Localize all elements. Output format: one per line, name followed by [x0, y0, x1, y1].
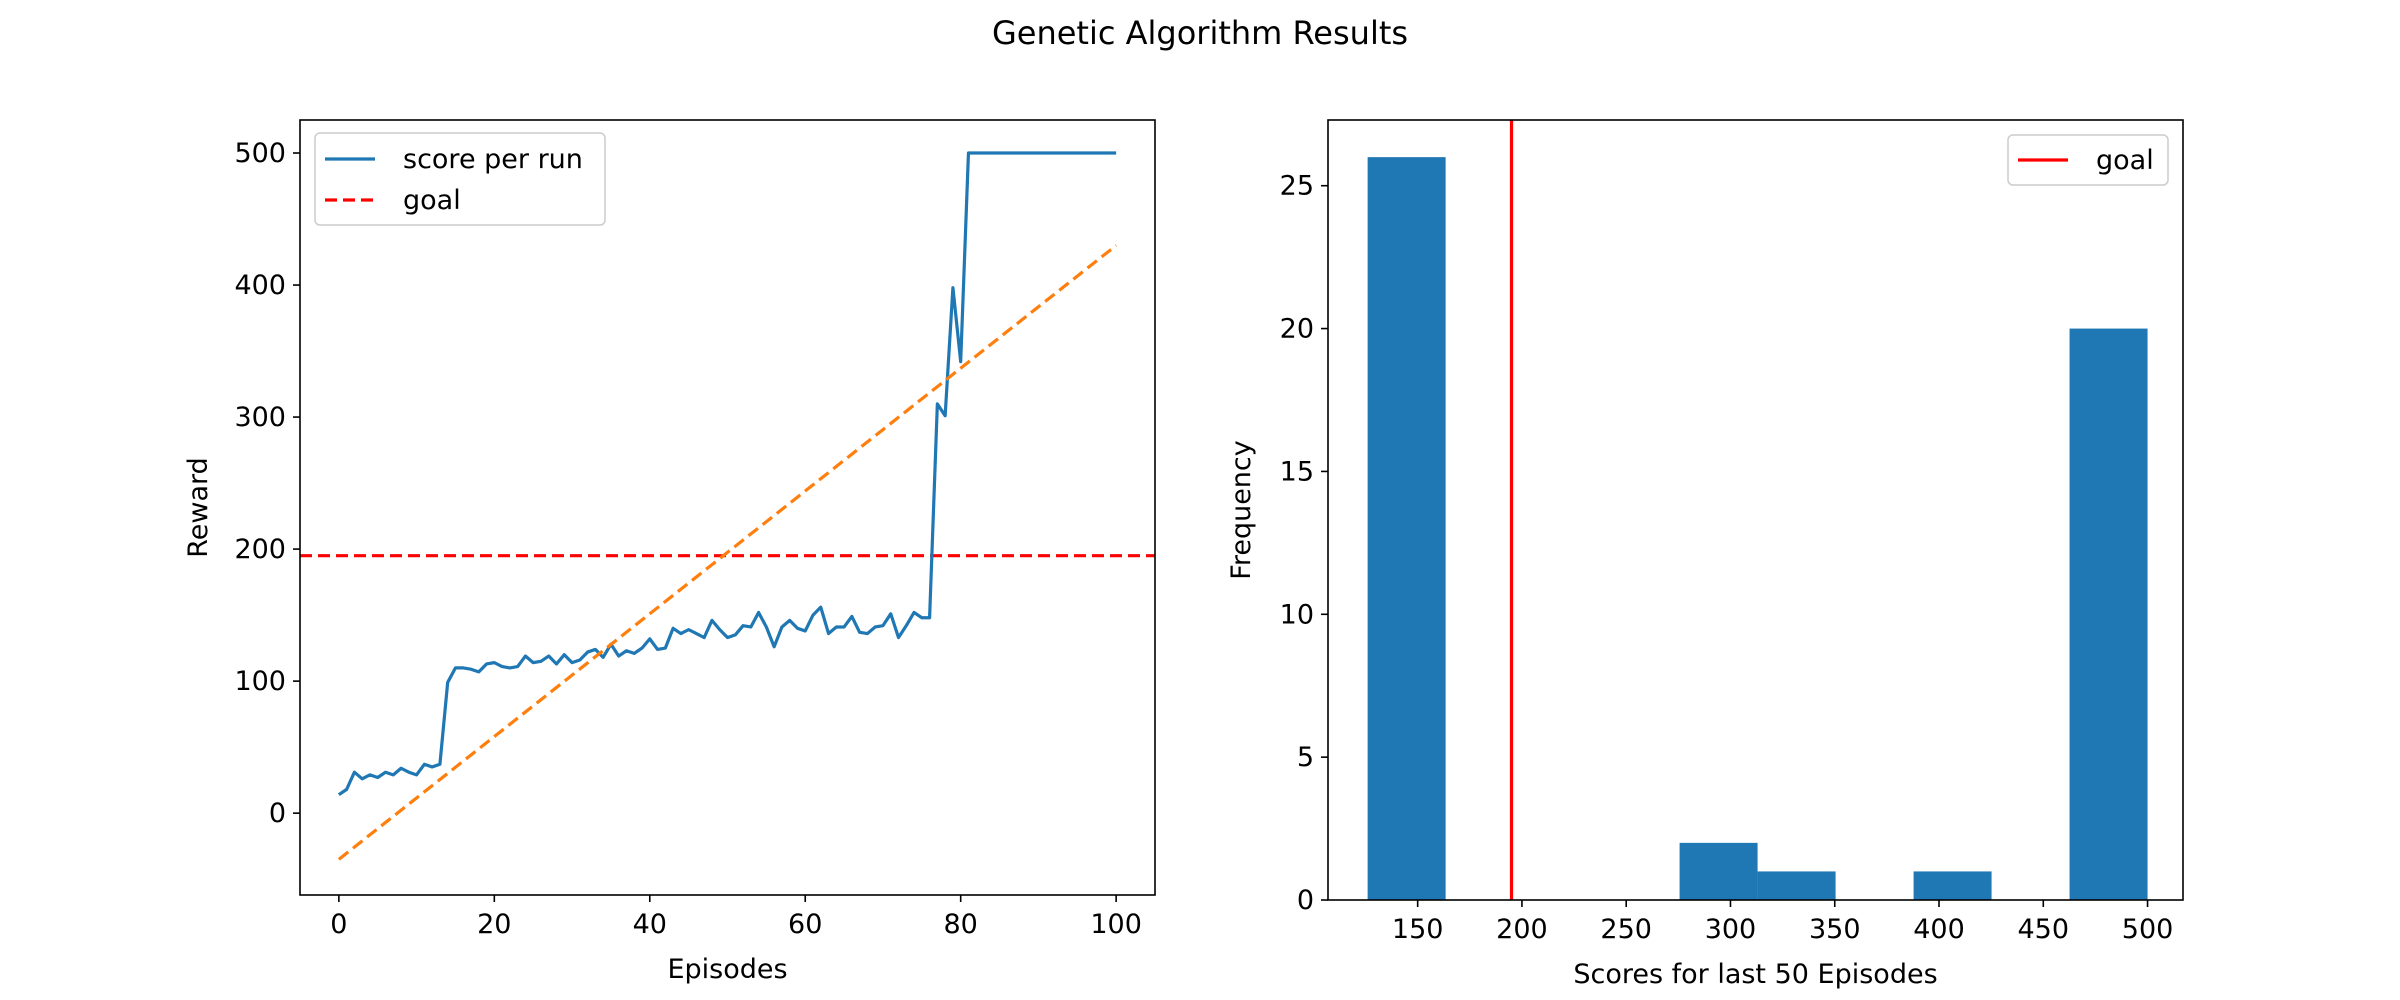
line-chart-y-tick-label: 400 — [234, 270, 286, 301]
histogram-plot-frame — [1327, 119, 2184, 901]
line-chart-y-tick-label: 300 — [234, 402, 286, 433]
histogram-x-tick-label: 500 — [2122, 914, 2174, 945]
histogram-x-tick-label: 150 — [1392, 914, 1444, 945]
line-chart-y-tick-label: 500 — [234, 138, 286, 169]
figure-title: Genetic Algorithm Results — [992, 14, 1408, 52]
histogram-y-tick-label: 0 — [1297, 885, 1314, 916]
line-chart-y-tick-label: 100 — [234, 666, 286, 697]
line-chart-y-axis-label: Reward — [183, 457, 214, 558]
histogram-bar — [1367, 157, 1446, 901]
histogram-y-tick-label: 25 — [1280, 171, 1314, 202]
histogram-y-axis-label: Frequency — [1226, 440, 1257, 580]
line-chart-plot-area — [300, 151, 1155, 861]
histogram-legend-box — [2007, 134, 2169, 186]
histogram-x-tick-label: 250 — [1600, 914, 1652, 945]
trend-line — [337, 244, 1118, 861]
histogram-x-tick-label: 200 — [1496, 914, 1548, 945]
histogram-x-tick-label: 350 — [1809, 914, 1861, 945]
line-chart-plot-frame — [299, 119, 1156, 896]
line-chart-x-axis-label: Episodes — [667, 954, 787, 985]
legend-label-goal: goal — [2096, 145, 2154, 176]
line-chart-legend: score per run goal — [314, 132, 606, 226]
line-chart-x-tick-label: 0 — [330, 909, 347, 940]
line-chart-y-tick-label: 200 — [234, 534, 286, 565]
histogram-y-tick-label: 5 — [1297, 742, 1314, 773]
histogram-y-tick-label: 10 — [1280, 599, 1314, 630]
legend-label-score: score per run — [403, 144, 583, 175]
histogram-y-tick-label: 15 — [1280, 456, 1314, 487]
histogram-bar — [1757, 871, 1836, 900]
score-per-run-line — [337, 151, 1117, 796]
histogram-y-tick-label: 20 — [1280, 314, 1314, 345]
histogram-x-axis-label: Scores for last 50 Episodes — [1573, 959, 1937, 990]
line-chart-x-tick-label: 100 — [1090, 909, 1142, 940]
line-chart-x-tick-label: 60 — [788, 909, 822, 940]
histogram-legend: goal — [2007, 134, 2169, 186]
line-chart-x-tick-label: 40 — [633, 909, 667, 940]
line-chart-y-tick-label: 0 — [269, 798, 286, 829]
histogram-bar — [2069, 328, 2148, 901]
line-chart-x-tick-label: 20 — [477, 909, 511, 940]
histogram-bar — [1679, 842, 1758, 900]
histogram-x-tick-label: 400 — [1913, 914, 1965, 945]
histogram-panel: 150 200 250 300 350 400 450 500 0 5 10 15 20 25 Scores… — [1226, 119, 2184, 990]
histogram-x-tick-label: 300 — [1705, 914, 1757, 945]
line-chart-x-tick-label: 80 — [944, 909, 978, 940]
line-chart-panel: 0 20 40 60 80 100 0 100 200 300 400 500 Episodes Rewa… — [183, 119, 1156, 985]
legend-label-goal: goal — [403, 185, 461, 216]
line-chart-legend-box — [314, 132, 606, 226]
histogram-x-tick-label: 450 — [2018, 914, 2070, 945]
histogram-bar — [1913, 871, 1992, 900]
